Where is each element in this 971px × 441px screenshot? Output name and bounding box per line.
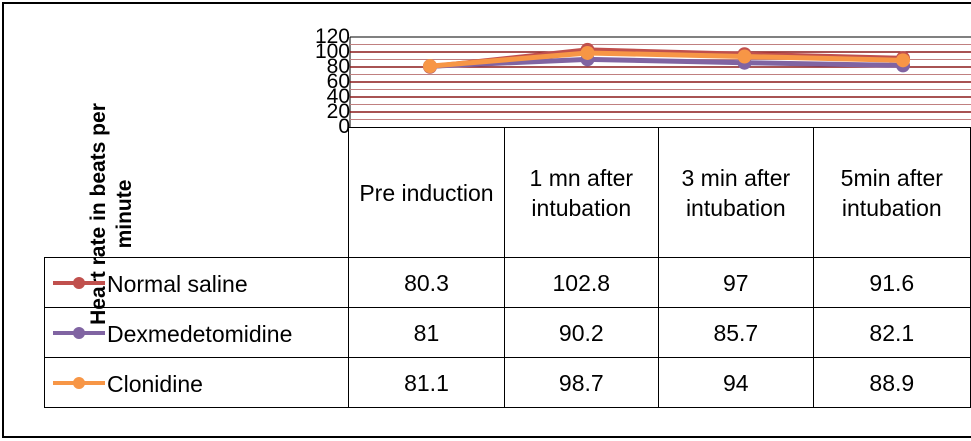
data-value-cell: 82.1 — [812, 307, 971, 358]
data-value-cell: 102.8 — [503, 257, 660, 308]
y-tick-label: 120 — [314, 25, 350, 48]
table-corner-cell — [44, 127, 350, 258]
data-value-cell: 90.2 — [503, 307, 660, 358]
series-name: Clonidine — [107, 370, 203, 397]
data-value-cell: 80.3 — [348, 257, 505, 308]
y-tick-label: 0 — [338, 115, 350, 138]
series-line — [429, 56, 904, 69]
category-header: 5min after intubation — [812, 127, 971, 258]
category-header: 1 mn after intubation — [503, 127, 660, 258]
y-tick-label: 20 — [326, 100, 350, 123]
series-label-cell: Clonidine — [43, 357, 350, 408]
data-value-cell: 98.7 — [503, 357, 660, 408]
data-value-cell: 88.9 — [812, 357, 971, 408]
data-value-cell: 85.7 — [658, 307, 814, 358]
series-label-cell: Dexmedetomidine — [43, 307, 350, 358]
table-row-clonidine: Clonidine 81.1 98.7 94 88.9 — [43, 357, 971, 408]
legend-marker-dexmedetomidine — [53, 327, 105, 340]
data-table: Pre induction 1 mn after intubation 3 mi… — [43, 127, 971, 408]
data-point — [737, 49, 752, 64]
legend-marker-normal-saline — [53, 277, 105, 290]
y-tick-label: 60 — [326, 70, 350, 93]
data-value-cell: 81 — [348, 307, 505, 358]
series-name: Normal saline — [107, 270, 248, 297]
category-header: 3 min after intubation — [658, 127, 814, 258]
table-row-normal-saline: Normal saline 80.3 102.8 97 91.6 — [43, 257, 971, 308]
data-value-cell: 91.6 — [812, 257, 971, 308]
y-tick-label: 40 — [326, 85, 350, 108]
data-point — [580, 45, 595, 60]
category-header: Pre induction — [348, 127, 505, 258]
table-header-row: Pre induction 1 mn after intubation 3 mi… — [44, 127, 971, 258]
series-label-cell: Normal saline — [43, 257, 350, 308]
y-tick-label: 80 — [326, 55, 350, 78]
data-value-cell: 81.1 — [348, 357, 505, 408]
legend-marker-clonidine — [53, 377, 105, 390]
data-value-cell: 97 — [658, 257, 814, 308]
data-point — [896, 53, 910, 68]
table-row-dexmedetomidine: Dexmedetomidine 81 90.2 85.7 82.1 — [43, 307, 971, 358]
series-name: Dexmedetomidine — [107, 320, 293, 347]
series-line — [429, 50, 904, 69]
y-tick-label: 100 — [314, 40, 350, 63]
data-value-cell: 94 — [658, 357, 814, 408]
data-point — [423, 59, 437, 74]
